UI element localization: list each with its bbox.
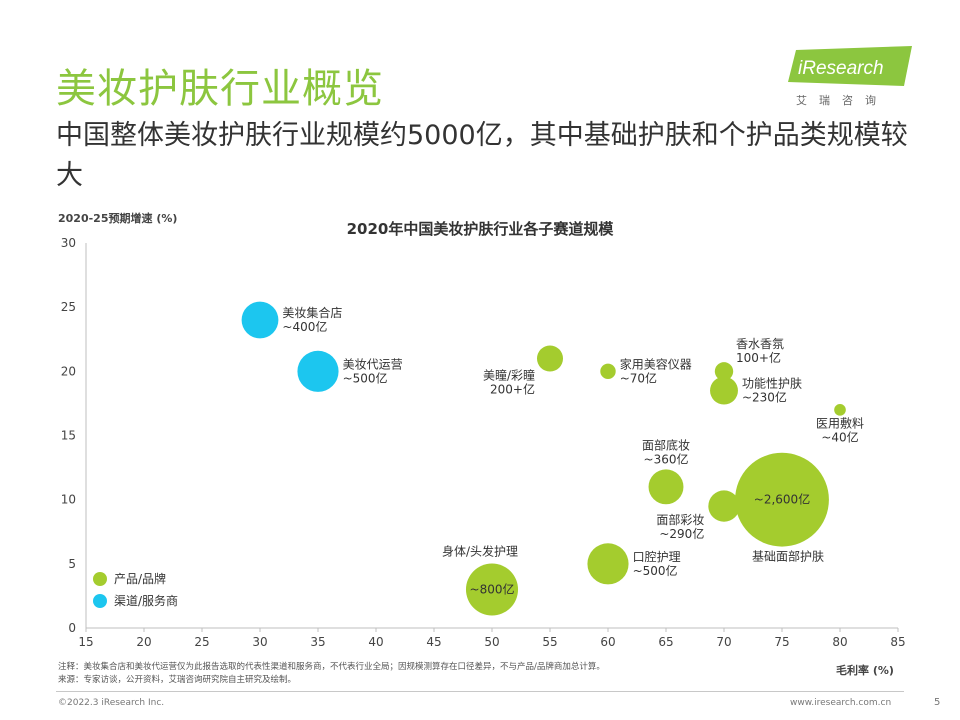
x-tick-label: 70 <box>716 635 731 649</box>
bubble-name-label: 功能性护肤 <box>742 376 802 391</box>
x-tick-label: 40 <box>368 635 383 649</box>
source-line: 来源：专家访谈，公开资料，艾瑞咨询研究院自主研究及绘制。 <box>58 675 297 685</box>
chart-title: 2020年中国美妆护肤行业各子赛道规模 <box>346 220 614 238</box>
bubble-point <box>536 345 564 372</box>
x-tick-label: 80 <box>832 635 847 649</box>
bubble-name-label: 身体/头发护理 <box>442 543 518 558</box>
bubble-size-label: ~400亿 <box>282 319 327 334</box>
y-tick-label: 5 <box>68 557 76 571</box>
bubble-point <box>465 563 519 616</box>
bubble-size-label: ~800亿 <box>470 582 515 597</box>
website-link[interactable]: www.iresearch.com.cn <box>790 698 892 708</box>
logo-badge-shape <box>788 46 912 86</box>
legend-label: 渠道/服务商 <box>114 593 178 608</box>
bubble-point <box>714 362 734 381</box>
bubble-size-label: ~500亿 <box>343 370 388 385</box>
x-tick-label: 85 <box>890 635 905 649</box>
bubble-point <box>241 301 279 339</box>
x-axis-label: 毛利率 (%) <box>836 664 894 677</box>
bubble-size-label: ~500亿 <box>633 563 678 578</box>
x-tick-label: 60 <box>600 635 615 649</box>
bubble-size-label: ~2,600亿 <box>754 492 810 507</box>
bubble-point <box>297 350 339 392</box>
footer-divider <box>56 691 904 692</box>
x-tick-label: 55 <box>542 635 557 649</box>
y-tick-label: 0 <box>68 621 76 635</box>
slide-title: 美妆护肤行业概览 <box>56 66 384 112</box>
x-tick-label: 20 <box>136 635 151 649</box>
bubble-size-label: 100+亿 <box>736 350 781 365</box>
y-tick-label: 15 <box>61 429 76 443</box>
bubble-point <box>710 376 738 405</box>
bubble-size-label: ~230亿 <box>742 390 787 405</box>
bubble-name-label: 口腔护理 <box>633 549 681 564</box>
bubble-point <box>587 543 629 585</box>
bubble-name-label: 美瞳/彩瞳 <box>483 368 535 383</box>
bubble-point <box>834 404 846 416</box>
logo-text: iResearch <box>798 58 884 79</box>
bubble-size-label: ~360亿 <box>644 451 689 466</box>
bubble-point <box>735 452 829 547</box>
bubble-name-label: 面部彩妆 <box>656 512 704 527</box>
bubble-point <box>708 490 740 522</box>
bubble-name-label: 香水香氛 <box>736 337 784 351</box>
bubble-size-label: 200+亿 <box>490 382 535 397</box>
page-number: 5 <box>934 697 941 708</box>
y-tick-label: 30 <box>61 236 76 250</box>
bubble-point <box>648 469 684 505</box>
y-tick-label: 20 <box>61 364 76 378</box>
y-axis-label: 2020-25预期增速 (%) <box>58 212 178 225</box>
y-tick-label: 25 <box>61 300 76 314</box>
legend-label: 产品/品牌 <box>114 572 166 586</box>
chart-notes: 注释：美妆集合店和美妆代运营仅为此报告选取的代表性渠道和服务商，不代表行业全局；… <box>58 661 798 687</box>
y-tick-label: 10 <box>61 493 76 507</box>
bubble-name-label: 医用敷料 <box>816 416 864 431</box>
bubble-size-label: ~40亿 <box>821 430 858 445</box>
legend-marker <box>93 572 107 586</box>
logo-subtext: 艾瑞咨询 <box>796 94 888 107</box>
x-tick-label: 25 <box>194 635 209 649</box>
x-tick-label: 30 <box>252 635 267 649</box>
bubble-name-label: 美妆集合店 <box>282 305 342 320</box>
note-line: 注释：美妆集合店和美妆代运营仅为此报告选取的代表性渠道和服务商，不代表行业全局；… <box>58 662 605 672</box>
slide-subtitle: 中国整体美妆护肤行业规模约5000亿，其中基础护肤和个护品类规模较大 <box>56 120 908 191</box>
bubble-name-label: 美妆代运营 <box>343 357 403 371</box>
iresearch-logo: iResearch 艾瑞咨询 <box>788 46 916 110</box>
bubble-size-label: ~70亿 <box>620 370 657 385</box>
x-tick-label: 65 <box>658 635 673 649</box>
x-tick-label: 75 <box>774 635 789 649</box>
bubble-name-label: 面部底妆 <box>642 437 690 452</box>
copyright-text: ©2022.3 iResearch Inc. <box>58 698 165 708</box>
x-tick-label: 35 <box>310 635 325 649</box>
bubble-point <box>600 363 616 380</box>
bubble-name-label: 基础面部护肤 <box>752 549 824 564</box>
legend-marker <box>93 594 107 608</box>
x-tick-label: 15 <box>78 635 93 649</box>
x-tick-label: 50 <box>484 635 499 649</box>
x-tick-label: 45 <box>426 635 441 649</box>
bubble-name-label: 家用美容仪器 <box>620 356 692 371</box>
bubble-size-label: ~290亿 <box>659 526 704 541</box>
